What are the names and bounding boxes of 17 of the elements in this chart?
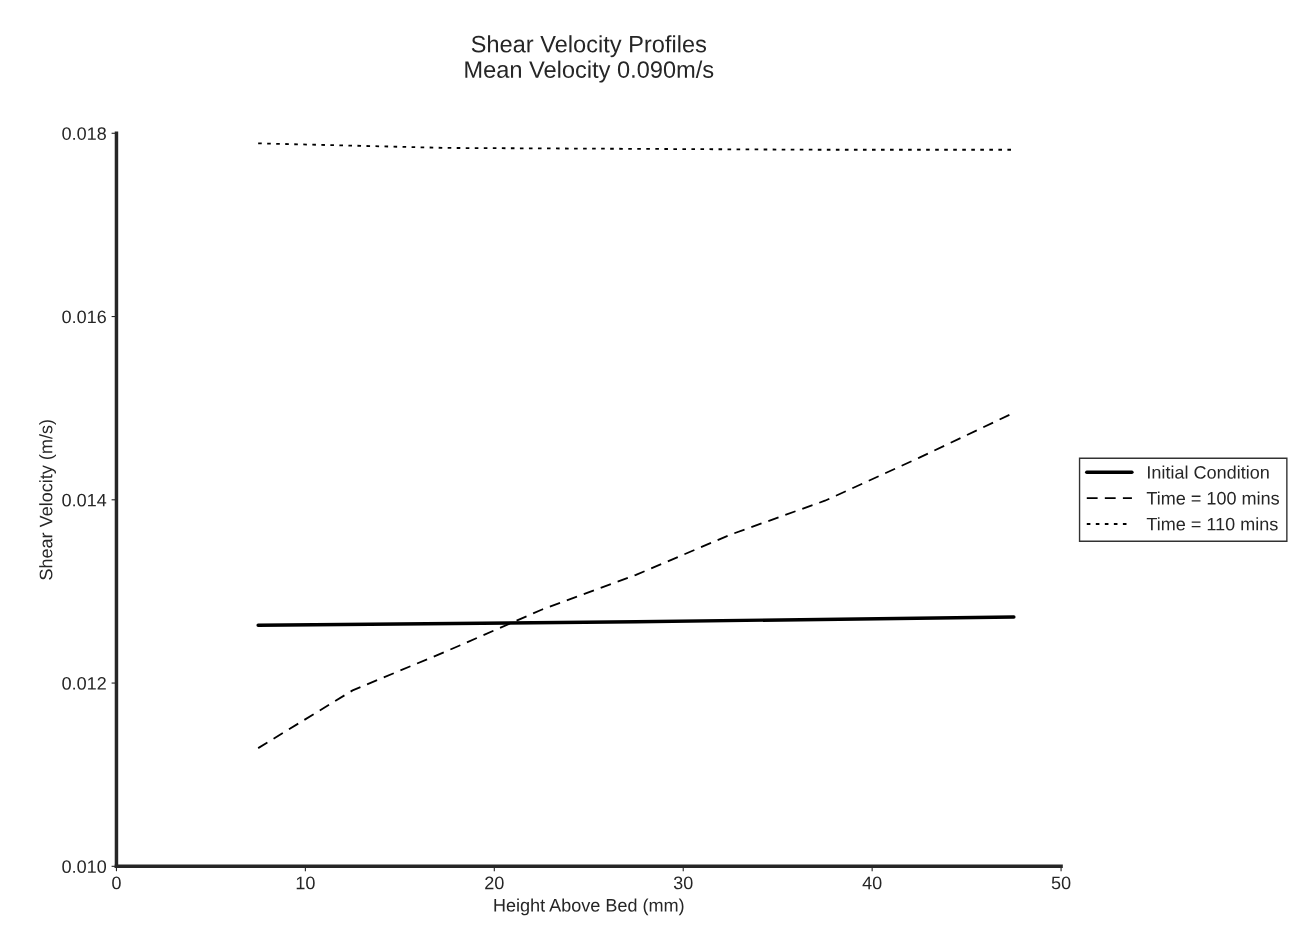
legend-label: Time = 100 mins <box>1146 491 1279 505</box>
x-tick-label: 30 <box>673 876 693 890</box>
chart-title: Shear Velocity Profiles Mean Velocity 0.090m/s <box>465 35 714 83</box>
x-axis-title: Height Above Bed (mm) <box>494 898 684 916</box>
x-tick-label: 0 <box>112 876 121 890</box>
legend-label: Initial Condition <box>1148 465 1269 479</box>
x-tick-label: 50 <box>1051 876 1071 890</box>
legend-label: Time = 110 mins <box>1146 517 1278 531</box>
y-axis-title: Shear Velocity (m/s) <box>39 420 56 580</box>
y-tick-label: 0.016 <box>62 310 106 324</box>
y-tick-label: 0.018 <box>62 127 106 140</box>
y-tick-label: 0.014 <box>62 493 107 507</box>
x-tick-label: 40 <box>862 876 882 890</box>
y-tick-label: 0.010 <box>62 860 107 874</box>
x-tick-label: 20 <box>485 876 504 890</box>
y-tick-label: 0.012 <box>62 676 106 690</box>
x-tick-label: 10 <box>296 876 315 890</box>
